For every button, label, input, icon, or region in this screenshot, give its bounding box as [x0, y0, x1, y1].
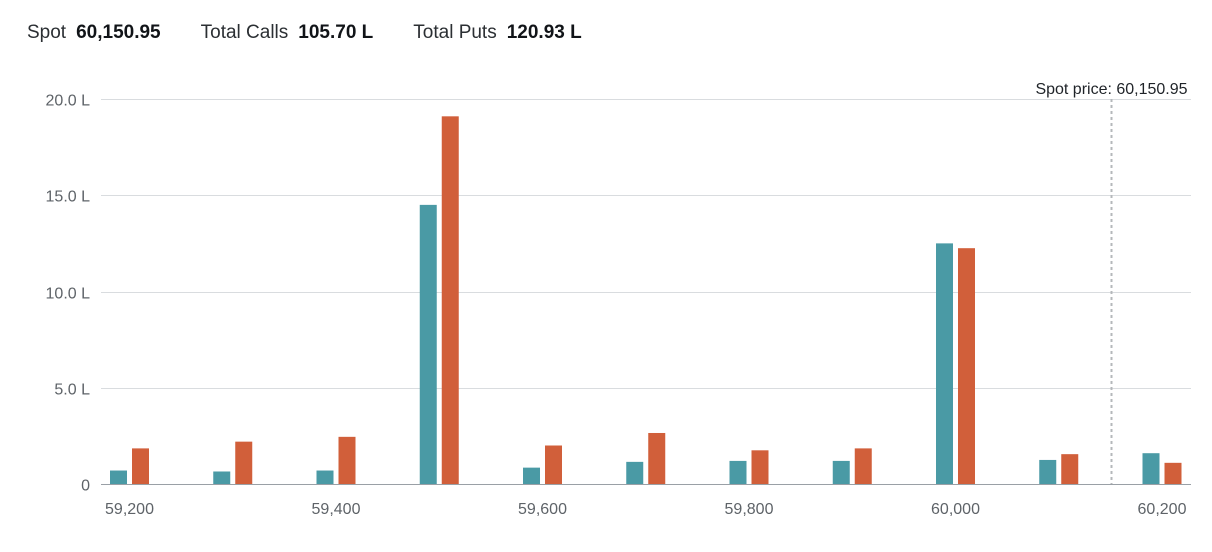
calls-bar	[1142, 453, 1160, 484]
total-puts-value: 120.93 L	[506, 22, 582, 43]
calls-bar	[523, 467, 540, 484]
calls-bar	[832, 460, 850, 484]
y-tick-label: 10.0 L	[46, 286, 91, 303]
puts-bar	[648, 432, 666, 484]
y-tick-label: 15.0 L	[46, 189, 91, 206]
puts-bar	[338, 436, 356, 484]
bars	[110, 116, 1182, 484]
total-calls-label: Total Calls	[200, 22, 289, 43]
puts-bar	[132, 448, 149, 484]
axis-labels: 0 5.0 L 10.0 L 15.0 L 20.0 L 59,200 59,400 59,6…	[46, 93, 1187, 519]
puts-bar	[235, 441, 253, 484]
spot-label: Spot	[27, 22, 67, 43]
x-tick-label: 59,200	[105, 501, 154, 518]
calls-bar	[1039, 459, 1057, 484]
x-tick-label: 59,800	[725, 501, 774, 518]
puts-bar	[751, 450, 769, 484]
y-tick-label: 20.0 L	[46, 93, 91, 110]
y-tick-label: 0	[81, 478, 90, 495]
puts-bar	[545, 445, 562, 484]
calls-bar	[419, 204, 437, 484]
spot-value: 60,150.95	[76, 22, 161, 43]
puts-bar	[854, 448, 872, 484]
calls-bar	[316, 470, 334, 484]
puts-bar	[1061, 454, 1079, 484]
x-tick-label: 59,400	[312, 501, 361, 518]
total-puts-label: Total Puts	[413, 22, 497, 43]
calls-bar	[213, 471, 231, 484]
spot-stat: Spot 60,150.95	[27, 22, 161, 44]
calls-bar	[626, 461, 644, 484]
gridlines	[101, 99, 1191, 485]
x-tick-label: 59,600	[518, 501, 567, 518]
spot-price-label: Spot price: 60,150.95	[1035, 81, 1187, 98]
puts-bar	[1164, 462, 1182, 484]
calls-bar	[110, 470, 127, 484]
puts-bar	[958, 248, 975, 484]
spot-marker: Spot price: 60,150.95	[1035, 81, 1188, 484]
puts-bar	[441, 116, 459, 484]
total-calls-stat: Total Calls 105.70 L	[201, 22, 374, 44]
x-tick-label: 60,000	[931, 501, 980, 518]
total-puts-stat: Total Puts 120.93 L	[413, 22, 581, 44]
x-tick-label: 60,200	[1138, 501, 1187, 518]
total-calls-value: 105.70 L	[298, 22, 374, 43]
summary-bar: Spot 60,150.95 Total Calls 105.70 L Tota…	[27, 22, 622, 44]
y-tick-label: 5.0 L	[54, 382, 90, 399]
calls-bar	[936, 243, 953, 484]
calls-bar	[729, 460, 747, 484]
